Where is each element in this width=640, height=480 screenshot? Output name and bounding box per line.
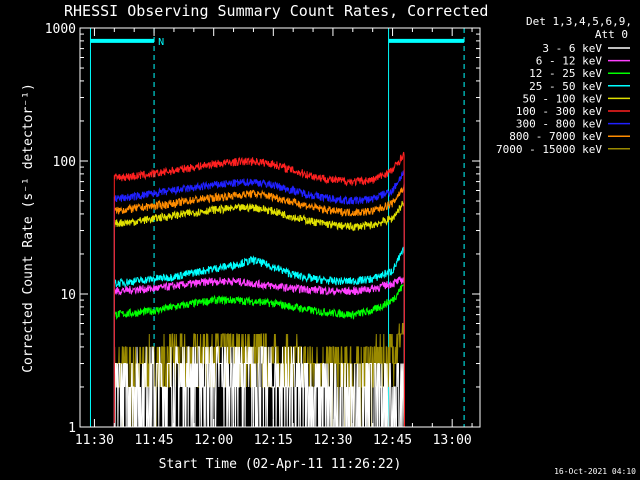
legend-label-4: 50 - 100 keV [523,92,603,105]
series-line-7 [113,183,405,428]
series-line-5 [113,151,405,428]
series-line-6 [113,169,405,428]
plot-frame [79,27,481,428]
legend-label-1: 6 - 12 keV [536,55,603,68]
x-tick-label: 12:45 [373,433,412,448]
x-tick-label: 11:30 [75,433,114,448]
y-tick-label: 10 [60,288,76,303]
x-axis-label: Start Time (02-Apr-11 11:26:22) [159,457,402,472]
y-tick-label: 100 [53,155,76,170]
annotation-label: N [158,37,164,48]
legend-label-3: 25 - 50 keV [529,80,602,93]
x-tick-label: 11:45 [134,433,173,448]
legend-label-0: 3 - 6 keV [542,42,602,55]
legend-label-7: 800 - 7000 keV [509,130,602,143]
x-tick-label: 13:00 [433,433,472,448]
legend-label-5: 100 - 300 keV [516,105,602,118]
series-line-3 [113,246,405,428]
x-axis: 11:30 11:45 12:00 12:15 12:30 12:45 13:00 [75,28,473,448]
y-tick-label: 1 [68,421,76,436]
series-line-1 [113,276,405,428]
series-line-2 [113,283,405,428]
y-axis-label: Corrected Count Rate (s⁻¹ detector⁻¹) [21,83,36,373]
y-tick-label: 1000 [45,22,76,37]
y-axis: 1 10 100 1000 [45,22,480,436]
legend-label-8: 7000 - 15000 keV [496,143,602,156]
footer-timestamp: 16-Oct-2021 04:10 [554,467,636,476]
plot-area: N [89,28,465,428]
legend-label-6: 300 - 800 keV [516,118,602,131]
legend-header-line-1: Det 1,3,4,5,6,9, [526,15,632,28]
legend-label-2: 12 - 25 keV [529,67,602,80]
x-tick-label: 12:15 [254,433,293,448]
series-line-4 [113,200,405,428]
chart-title: RHESSI Observing Summary Count Rates, Co… [64,2,488,20]
legend-header-line-2: Att 0 [595,28,628,41]
x-tick-label: 12:00 [194,433,233,448]
x-tick-label: 12:30 [313,433,352,448]
